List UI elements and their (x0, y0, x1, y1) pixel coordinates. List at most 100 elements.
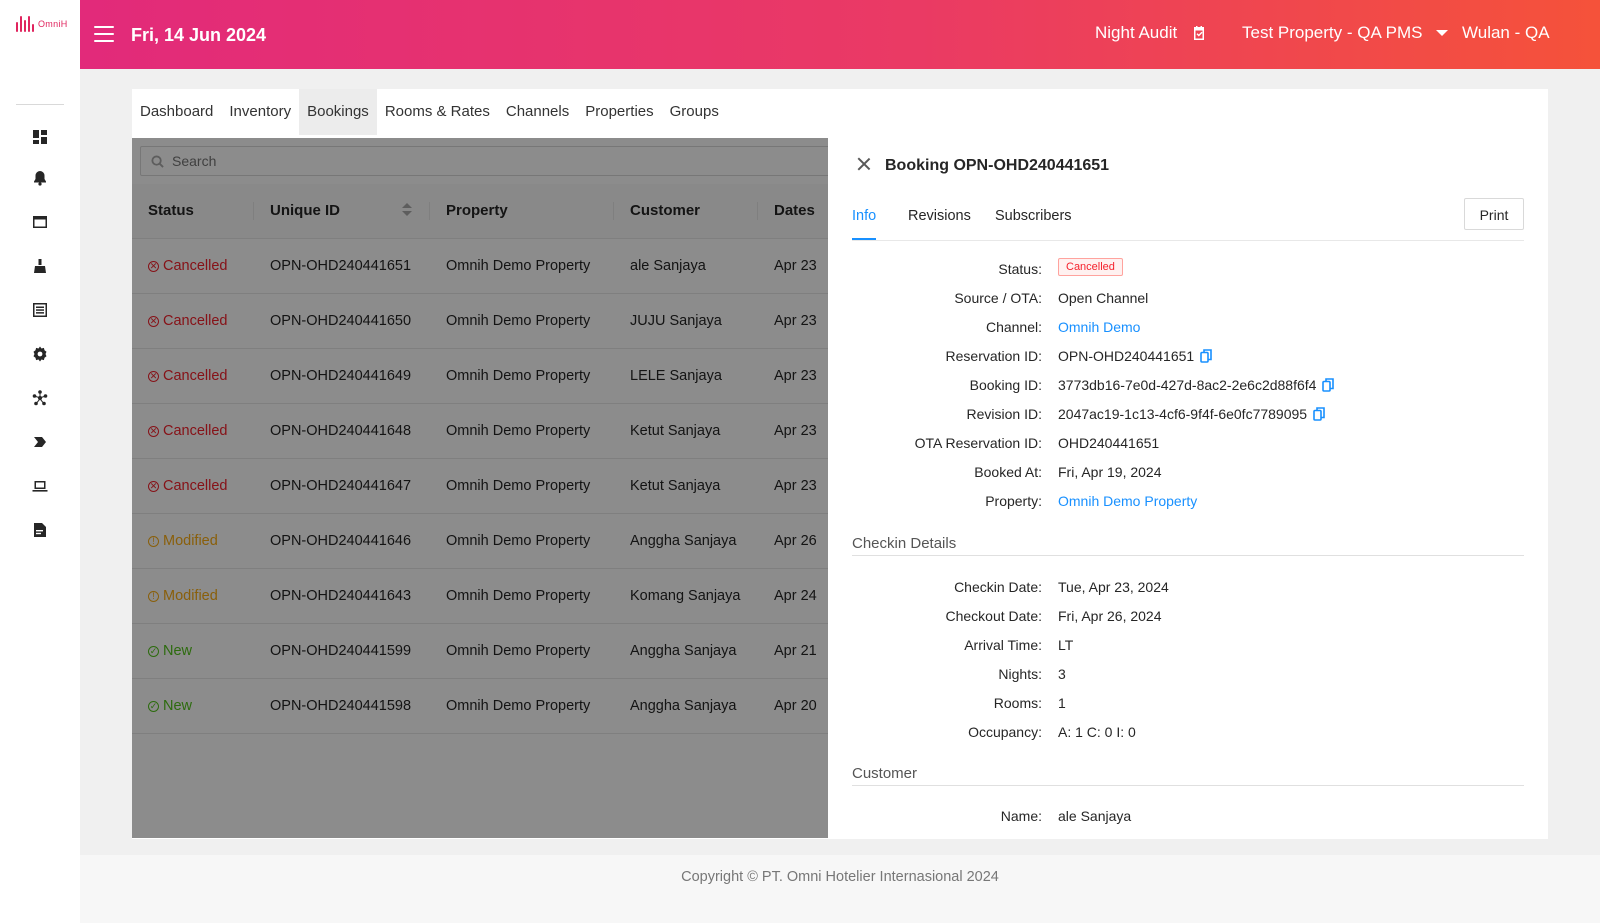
detail-value: 2047ac19-1c13-4cf6-9f4f-6e0fc7789095 (1058, 406, 1308, 422)
detail-label: Status: (998, 261, 1042, 277)
customer-cell: Komang Sanjaya (630, 588, 741, 604)
status-cancelled-icon: ✕ (148, 425, 159, 437)
dates-cell: Apr 23 (774, 313, 817, 329)
unique-id-cell: OPN-OHD240441647 (270, 478, 412, 494)
dashboard-icon[interactable] (31, 128, 49, 146)
detail-value: OHD240441651 (1058, 435, 1160, 451)
header-unique-id[interactable]: Unique ID (270, 202, 340, 219)
omnih-logo[interactable]: OmniH (16, 16, 68, 32)
detail-label: Rooms: (993, 695, 1042, 711)
tab-properties[interactable]: Properties (585, 103, 654, 120)
customer-cell: Anggha Sanjaya (630, 698, 737, 714)
dates-cell: Apr 23 (774, 478, 817, 494)
sort-icon[interactable] (402, 203, 412, 216)
detail-label: Checkin Date: (954, 579, 1042, 595)
detail-row: Checkout Date: Fri, Apr 26, 2024 (852, 602, 1524, 631)
table-row[interactable]: ✕ Cancelled OPN-OHD240441651 Omnih Demo Pro… (132, 239, 828, 294)
tag-label-icon[interactable] (31, 433, 49, 451)
header-customer[interactable]: Customer (630, 202, 701, 219)
detail-value: 3773db16-7e0d-427d-8ac2-2e6c2d88f6f4 (1058, 377, 1317, 393)
header-dates[interactable]: Dates (774, 202, 815, 219)
document-icon[interactable] (31, 521, 49, 539)
copy-icon[interactable] (1322, 378, 1335, 392)
laptop-icon[interactable] (31, 477, 49, 495)
tab-inventory[interactable]: Inventory (229, 103, 292, 120)
detail-value: ale Sanjaya (1058, 808, 1132, 824)
tab-rooms-rates[interactable]: Rooms & Rates (384, 103, 490, 120)
top-bar: Fri, 14 Jun 2024 Night Audit Test Proper… (80, 0, 1600, 69)
table-row[interactable]: ✕ Cancelled OPN-OHD240441650 Omnih Demo Pro… (132, 294, 828, 349)
settings-gear-icon[interactable] (31, 345, 49, 363)
list-icon[interactable] (31, 301, 49, 319)
table-row[interactable]: ! Modified OPN-OHD240441646 Omnih Demo Prop… (132, 514, 828, 569)
status-modified-icon: ! (148, 535, 159, 547)
search-input[interactable] (170, 152, 774, 170)
detail-link[interactable]: Omnih Demo Property (1058, 493, 1198, 509)
drawer-tabs: Info Revisions Subscribers Print (852, 198, 1524, 241)
dates-cell: Apr 23 (774, 258, 817, 274)
customer-cell: Ketut Sanjaya (630, 423, 721, 439)
current-date: Fri, 14 Jun 2024 (131, 25, 267, 45)
detail-label: Property: (985, 493, 1042, 509)
drawer-mask[interactable] (132, 138, 828, 838)
detail-value-container: A: 1 C: 0 I: 0 (1058, 724, 1136, 740)
table-row[interactable]: ✕ Cancelled OPN-OHD240441648 Omnih Demo Pro… (132, 404, 828, 459)
detail-value: 1 (1058, 695, 1066, 711)
rail-divider (16, 104, 64, 105)
table-row[interactable]: ✓ New OPN-OHD240441598 Omnih Demo Property A… (132, 679, 828, 734)
cleaning-icon[interactable] (31, 257, 49, 275)
table-row[interactable]: ✓ New OPN-OHD240441599 Omnih Demo Property A… (132, 624, 828, 679)
search-box[interactable] (140, 146, 828, 176)
tab-channels[interactable]: Channels (505, 103, 570, 120)
property-cell: Omnih Demo Property (446, 368, 591, 384)
tab-dashboard[interactable]: Dashboard (140, 103, 214, 120)
header-status[interactable]: Status (148, 202, 194, 219)
detail-row: Rooms: 1 (852, 689, 1524, 718)
tab-revisions[interactable]: Revisions (908, 208, 971, 224)
tab-bookings[interactable]: Bookings (299, 89, 377, 135)
copy-icon[interactable] (1313, 407, 1325, 421)
night-audit-button[interactable]: Night Audit (1095, 23, 1207, 43)
detail-row: Channel: Omnih Demo (852, 313, 1524, 342)
detail-row: Reservation ID: OPN-OHD240441651 (852, 342, 1524, 371)
copy-icon[interactable] (1200, 349, 1212, 363)
footer: Copyright © PT. Omni Hotelier Internasio… (80, 855, 1600, 923)
detail-value-container: Fri, Apr 26, 2024 (1058, 608, 1162, 624)
checkin-details-title: Checkin Details (852, 535, 1524, 556)
hamburger-menu-icon[interactable] (94, 26, 114, 42)
tab-subscribers[interactable]: Subscribers (995, 208, 1072, 224)
tab-info[interactable]: Info (852, 198, 877, 240)
user-menu[interactable]: Wulan - QA (1462, 23, 1550, 42)
status-cell: ✕ Cancelled (148, 294, 228, 348)
unique-id-cell: OPN-OHD240441599 (270, 643, 412, 659)
detail-link[interactable]: Omnih Demo (1058, 319, 1141, 335)
table-row[interactable]: ✕ Cancelled OPN-OHD240441647 Omnih Demo Pro… (132, 459, 828, 514)
search-icon (151, 154, 164, 168)
status-cancelled-icon: ✕ (148, 480, 159, 492)
dates-cell: Apr 23 (774, 368, 817, 384)
status-new-icon: ✓ (148, 645, 159, 657)
property-selector[interactable]: Test Property - QA PMS (1242, 23, 1449, 43)
detail-label: Nights: (998, 666, 1042, 682)
detail-label: Channel: (985, 319, 1042, 335)
window-icon[interactable] (31, 213, 49, 231)
header-property[interactable]: Property (446, 202, 508, 219)
property-cell: Omnih Demo Property (446, 533, 591, 549)
detail-value-container: Fri, Apr 19, 2024 (1058, 464, 1162, 480)
network-icon[interactable] (31, 389, 49, 407)
close-icon[interactable] (856, 156, 872, 172)
tab-groups[interactable]: Groups (669, 103, 719, 120)
print-button[interactable]: Print (1464, 198, 1524, 230)
detail-row: Nights: 3 (852, 660, 1524, 689)
detail-row: Occupancy: A: 1 C: 0 I: 0 (852, 718, 1524, 747)
table-row[interactable]: ! Modified OPN-OHD240441643 Omnih Demo Prop… (132, 569, 828, 624)
notification-bell-icon[interactable] (31, 169, 49, 187)
status-text: Modified (163, 588, 218, 604)
booking-drawer: Booking OPN-OHD240441651 Info Revisions … (828, 138, 1548, 839)
header-separator (253, 202, 254, 220)
caret-down-icon (1436, 30, 1449, 36)
detail-value-container: Omnih Demo (1058, 319, 1140, 335)
checkin-details-list: Checkin Date: Tue, Apr 23, 2024 Checkout D… (852, 573, 1524, 747)
status-cell: ✕ Cancelled (148, 349, 228, 403)
table-row[interactable]: ✕ Cancelled OPN-OHD240441649 Omnih Demo Pro… (132, 349, 828, 404)
